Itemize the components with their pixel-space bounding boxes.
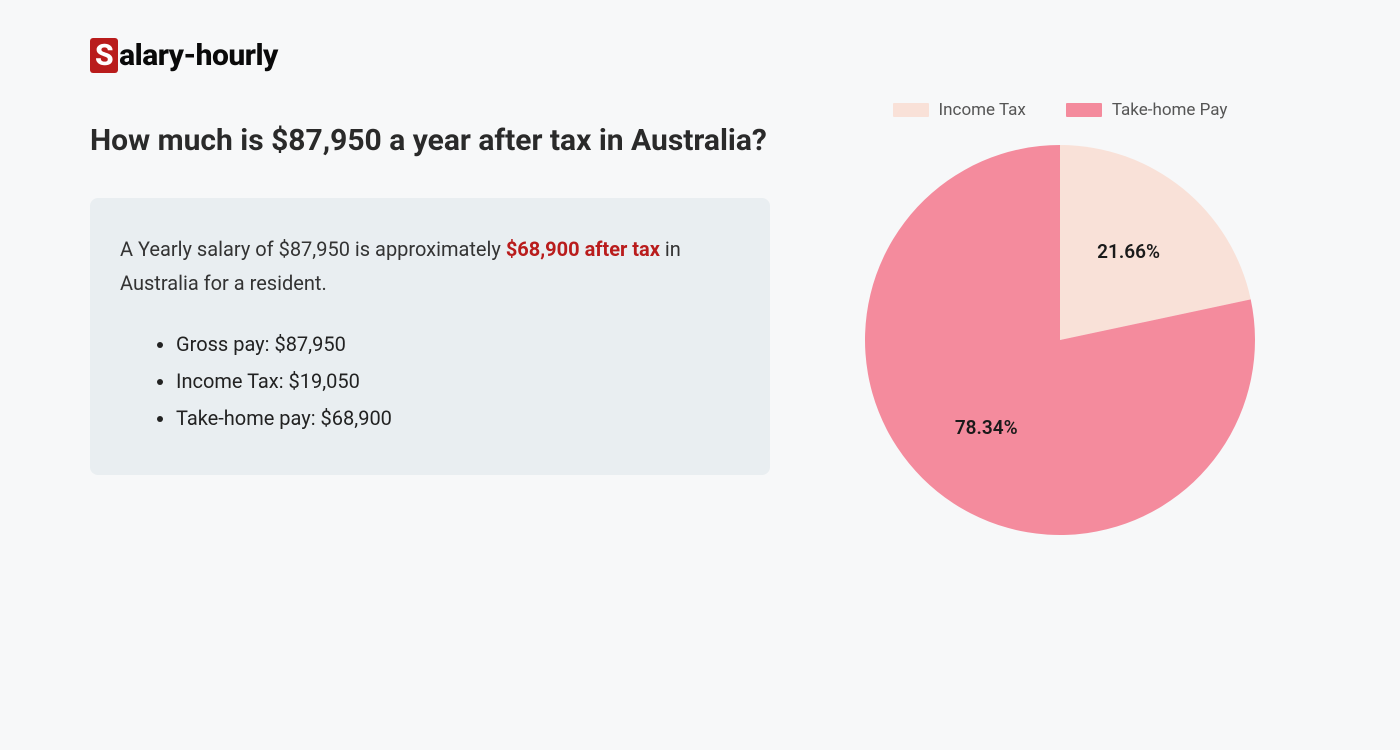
site-logo: Salary-hourly [90,38,770,73]
logo-icon: S [90,38,118,73]
page-container: Salary-hourly How much is $87,950 a year… [0,0,1400,580]
pie-chart: 21.66% 78.34% [860,140,1260,540]
legend-item-take-home: Take-home Pay [1066,100,1228,120]
pie-label-income-tax: 21.66% [1097,240,1160,263]
page-heading: How much is $87,950 a year after tax in … [90,121,770,160]
summary-list: Gross pay: $87,950 Income Tax: $19,050 T… [120,326,740,437]
summary-box: A Yearly salary of $87,950 is approximat… [90,198,770,475]
list-item: Take-home pay: $68,900 [176,400,740,437]
legend-label: Income Tax [939,100,1026,120]
summary-highlight: $68,900 after tax [506,237,660,261]
left-column: Salary-hourly How much is $87,950 a year… [90,40,770,540]
list-item: Gross pay: $87,950 [176,326,740,363]
logo-text: alary-hourly [119,38,278,73]
legend-item-income-tax: Income Tax [893,100,1026,120]
pie-label-take-home: 78.34% [955,416,1018,439]
summary-text: A Yearly salary of $87,950 is approximat… [120,232,740,300]
legend-swatch [1066,103,1102,117]
legend-swatch [893,103,929,117]
legend-label: Take-home Pay [1112,100,1228,120]
pie-svg [860,140,1260,540]
right-column: Income Tax Take-home Pay 21.66% 78.34% [830,40,1290,540]
summary-prefix: A Yearly salary of $87,950 is approximat… [120,237,506,261]
chart-legend: Income Tax Take-home Pay [830,100,1290,120]
list-item: Income Tax: $19,050 [176,363,740,400]
